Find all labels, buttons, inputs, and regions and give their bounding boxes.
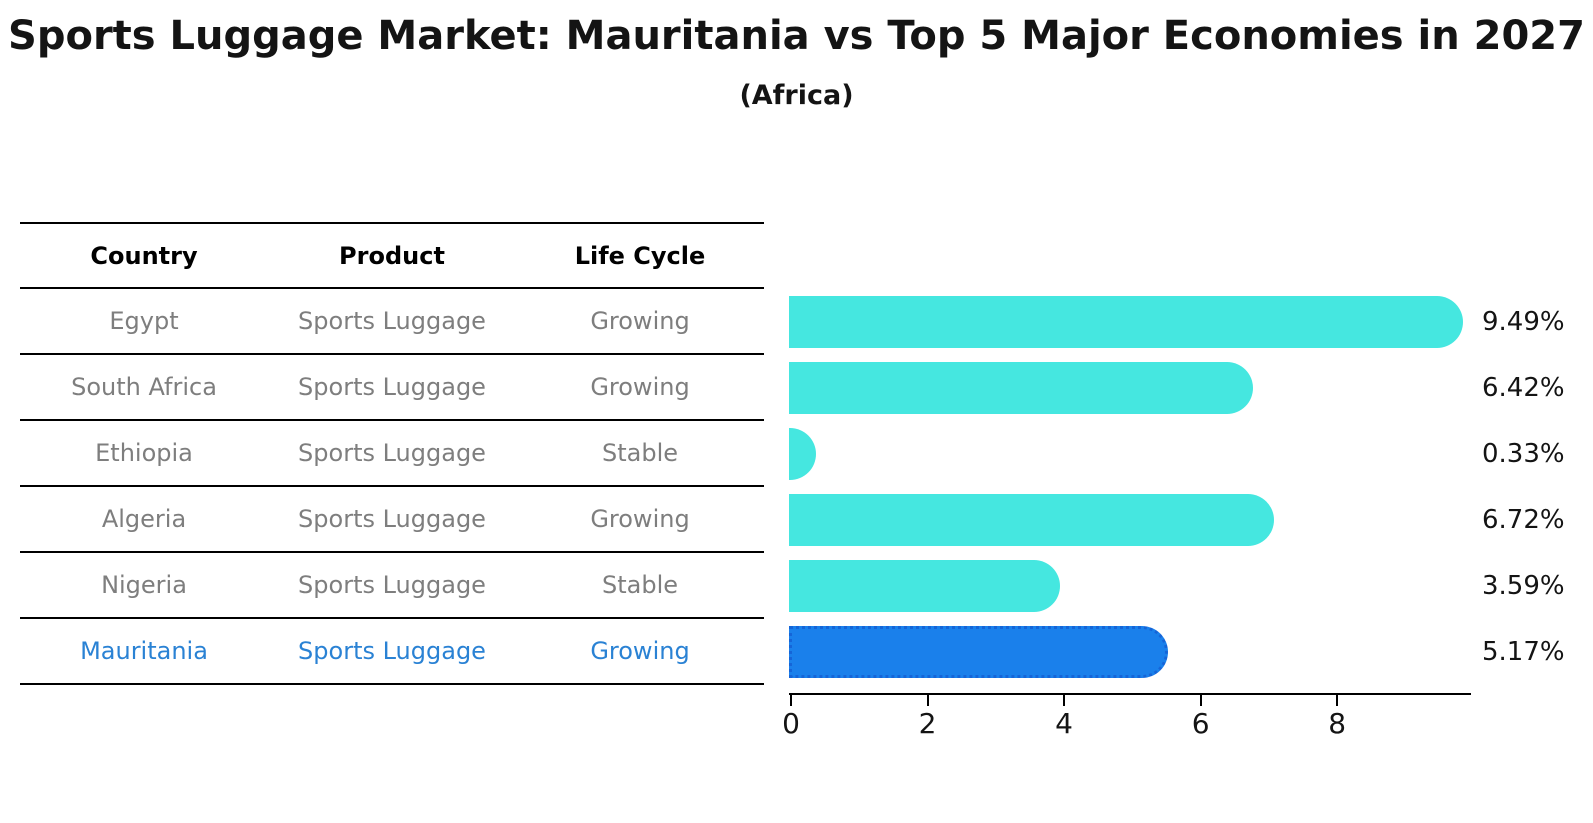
country-cell: South Africa	[71, 373, 217, 401]
bar-value-label: 0.33%	[1482, 439, 1565, 469]
x-tick	[1336, 695, 1339, 706]
bar-row	[789, 487, 1471, 553]
bar	[789, 296, 1463, 348]
x-tick	[1199, 695, 1202, 706]
table-row: Egypt Sports Luggage Growing	[20, 289, 764, 355]
chart-title: Sports Luggage Market: Mauritania vs Top…	[8, 13, 1585, 59]
product-cell: Sports Luggage	[298, 307, 486, 335]
product-cell: Sports Luggage	[298, 637, 486, 665]
bar-row	[789, 289, 1471, 355]
table-header-product: Product	[339, 241, 445, 270]
table-row: South Africa Sports Luggage Growing	[20, 355, 764, 421]
table-row: Mauritania Sports Luggage Growing	[20, 619, 764, 685]
bar-value-label: 9.49%	[1482, 307, 1565, 337]
lifecycle-cell: Growing	[590, 637, 690, 665]
bar-value-labels: 9.49% 6.42% 0.33% 6.72% 3.59% 5.17%	[1482, 289, 1565, 685]
lifecycle-cell: Stable	[601, 571, 679, 599]
bar-row	[789, 421, 1471, 487]
country-cell: Mauritania	[80, 637, 208, 665]
bar	[789, 494, 1274, 546]
lifecycle-cell: Growing	[590, 373, 690, 401]
bar	[789, 362, 1254, 414]
bar-value-label: 3.59%	[1482, 571, 1565, 601]
product-cell: Sports Luggage	[298, 373, 486, 401]
country-cell: Algeria	[101, 505, 187, 533]
x-axis: 0 2 4 6 8	[782, 693, 1471, 740]
chart-subtitle: (Africa)	[739, 80, 854, 111]
bar-row	[789, 355, 1471, 421]
x-tick-label: 4	[1055, 707, 1073, 740]
table-header-lifecycle: Life Cycle	[574, 241, 706, 270]
table-header-country: Country	[90, 241, 198, 270]
table-row: Nigeria Sports Luggage Stable	[20, 553, 764, 619]
bar-value-label: 6.42%	[1482, 373, 1565, 403]
bar-row	[789, 619, 1471, 685]
bar	[789, 626, 1168, 678]
x-tick	[926, 695, 929, 706]
country-cell: Ethiopia	[95, 439, 193, 467]
bar-value-label: 6.72%	[1482, 505, 1565, 535]
country-cell: Nigeria	[101, 571, 187, 599]
x-tick-label: 8	[1328, 707, 1347, 740]
table-header-row: Country Product Life Cycle	[20, 222, 764, 289]
x-tick-label: 2	[918, 707, 937, 740]
x-tick	[1063, 695, 1066, 706]
lifecycle-cell: Growing	[590, 307, 690, 335]
table-body: Egypt Sports Luggage Growing South Afric…	[20, 289, 764, 685]
table-row: Ethiopia Sports Luggage Stable	[20, 421, 764, 487]
bar-plot	[789, 289, 1471, 685]
bar-value-label: 5.17%	[1482, 637, 1565, 667]
product-cell: Sports Luggage	[298, 571, 486, 599]
table-row: Algeria Sports Luggage Growing	[20, 487, 764, 553]
product-cell: Sports Luggage	[298, 505, 486, 533]
bar	[789, 428, 816, 480]
x-tick-label: 6	[1191, 707, 1210, 740]
bar-row	[789, 553, 1471, 619]
x-tick-label: 0	[782, 707, 800, 740]
lifecycle-cell: Stable	[601, 439, 679, 467]
country-cell: Egypt	[109, 307, 179, 335]
bar	[789, 560, 1061, 612]
summary-table: Country Product Life Cycle Egypt Sports …	[20, 222, 764, 685]
product-cell: Sports Luggage	[298, 439, 486, 467]
lifecycle-cell: Growing	[590, 505, 690, 533]
x-tick	[790, 695, 792, 706]
